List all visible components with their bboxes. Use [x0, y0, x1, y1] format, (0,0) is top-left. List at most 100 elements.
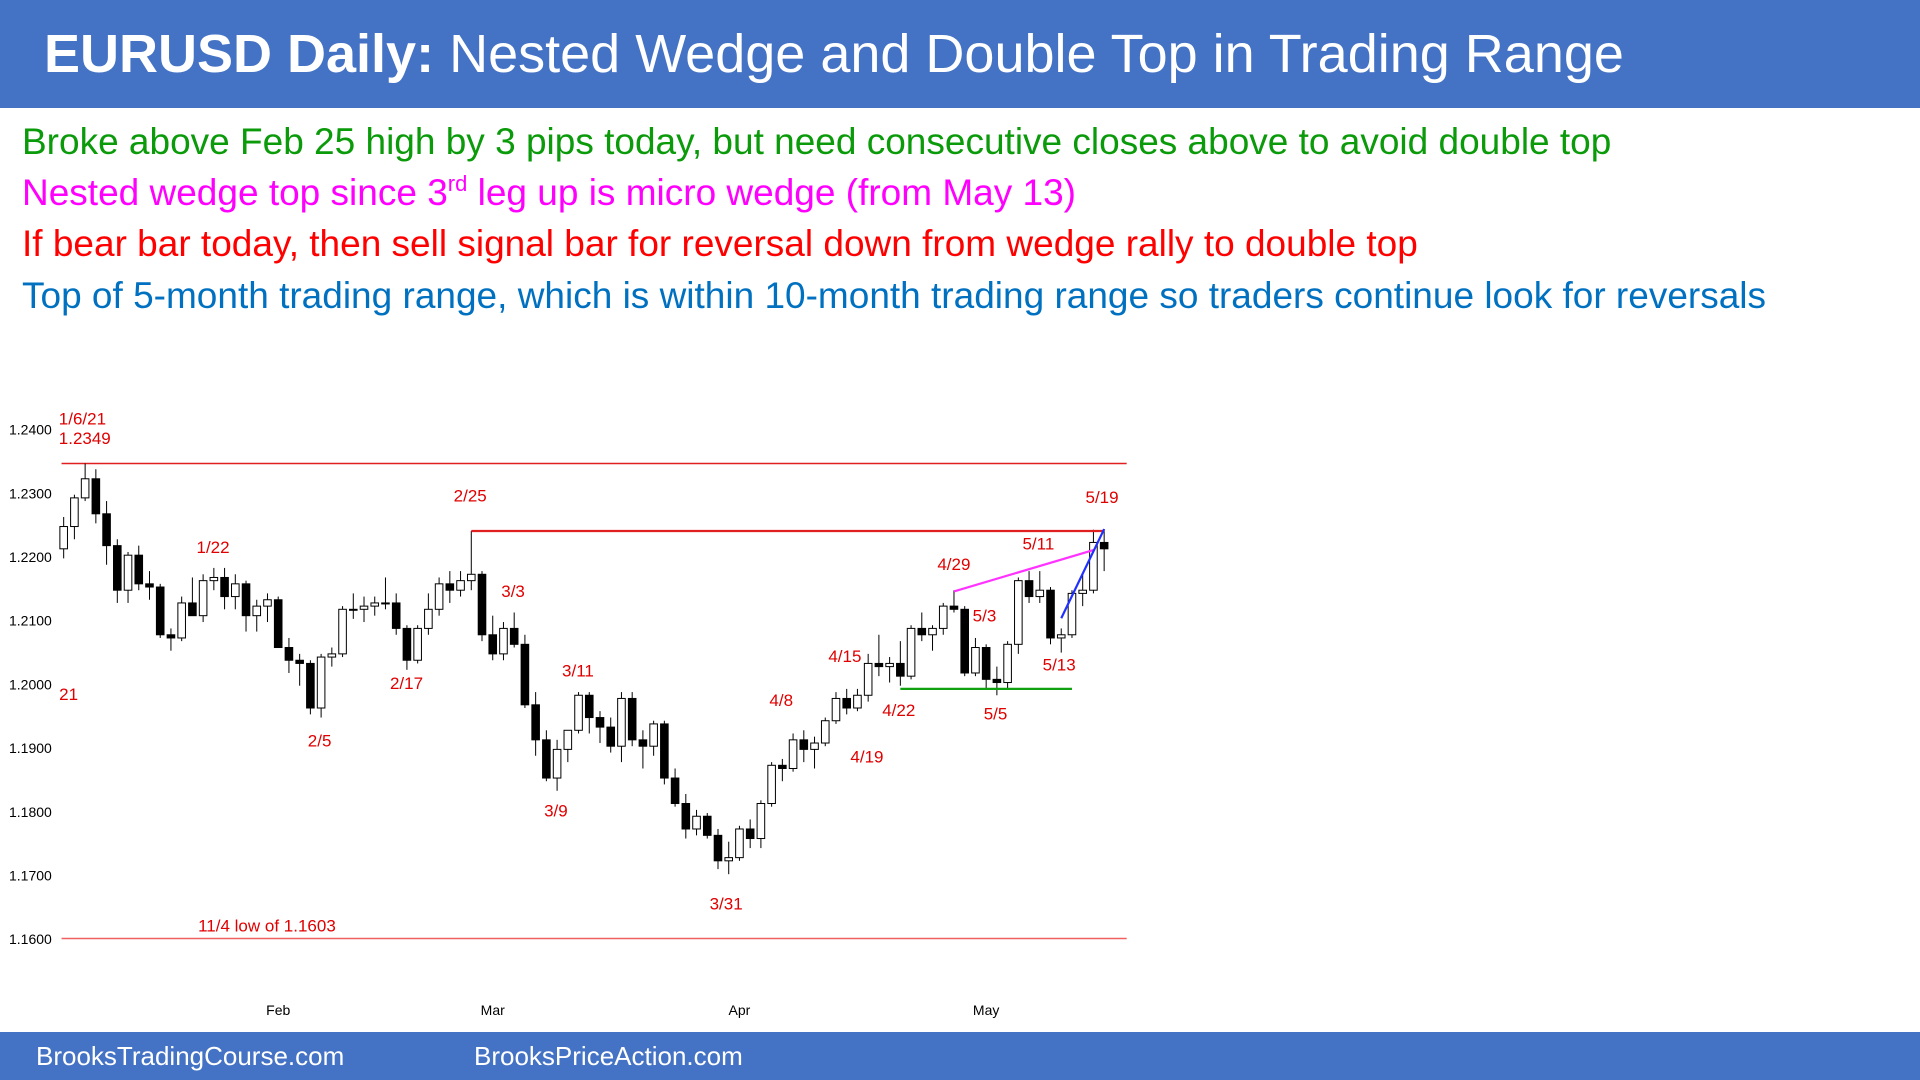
candle-body [338, 608, 347, 655]
candle-body [724, 857, 734, 862]
annotation: 4/19 [850, 747, 883, 766]
candle-body [466, 573, 476, 582]
candle-body [842, 697, 852, 709]
candle-body [198, 580, 208, 617]
annotation: 5/13 [1043, 656, 1076, 675]
candle-body [1056, 634, 1066, 639]
candle-body [145, 583, 154, 588]
x-tick-label: Mar [481, 1002, 505, 1018]
annotation: 1/22 [197, 538, 230, 557]
candle-body [166, 634, 176, 639]
annotation: 5/5 [984, 705, 1008, 724]
candle-body [713, 834, 723, 862]
footer-link: BrooksTradingCourse.com [36, 1041, 345, 1071]
candle-body [499, 627, 508, 655]
annotation: 3/31 [710, 894, 743, 913]
candle-body [896, 662, 905, 677]
note-part: Nested wedge top since 3 [22, 172, 448, 213]
annotation: 4/22 [882, 701, 915, 720]
candle-body [831, 697, 841, 722]
annotation: 4/8 [769, 691, 793, 710]
annotation: 5/11 [1022, 534, 1054, 553]
candle-body [123, 554, 133, 591]
x-tick-label: Feb [266, 1002, 290, 1018]
candle-body [1003, 643, 1012, 684]
y-tick-label: 1.1900 [9, 740, 52, 756]
candle-body [767, 764, 776, 805]
candle-body [735, 828, 744, 859]
candle-body [660, 723, 669, 779]
candle-body [745, 828, 755, 840]
candle-body [520, 643, 530, 706]
candle-body [220, 576, 229, 598]
trend-line [953, 549, 1094, 593]
candle-body [59, 526, 68, 550]
y-tick-label: 1.2300 [9, 485, 52, 501]
candle-body [1014, 580, 1023, 645]
candle-body [252, 605, 262, 617]
candle-body [134, 554, 144, 585]
note: If bear bar today, then sell signal bar … [22, 223, 1418, 264]
candle-body [778, 764, 787, 769]
annotation: 11/4 low of 1.1603 [198, 916, 336, 935]
candle-body [638, 739, 648, 747]
candle-body [263, 599, 272, 607]
y-tick-label: 1.1600 [9, 931, 52, 947]
note-part: leg up is micro wedge (from May 13) [467, 172, 1077, 213]
candle-body [917, 627, 927, 636]
candle-body [477, 573, 487, 636]
candle-body [381, 602, 390, 605]
candle-body [928, 627, 937, 636]
candle-body [424, 608, 433, 629]
y-tick-label: 1.1700 [9, 867, 52, 883]
chart: 1.2400 1.2300 1.2200 1.2100 1.2000 1.1900 1.18… [9, 409, 1127, 1018]
candle-body [284, 647, 294, 661]
candle-body [906, 627, 916, 677]
note: Broke above Feb 25 high by 3 pips today,… [22, 121, 1612, 162]
candle-body [102, 513, 111, 547]
candle-body [80, 478, 90, 499]
candle-body [241, 583, 251, 617]
candle-body [273, 599, 283, 649]
annotation: 2/17 [390, 674, 423, 693]
candle-body [70, 497, 79, 528]
candle-body [960, 608, 969, 674]
footer-link: BrooksPriceAction.com [474, 1041, 743, 1071]
title: Nested Wedge and Double Top in Trading R… [449, 24, 1624, 84]
candle-body [606, 726, 616, 747]
annotation: 4/15 [828, 647, 861, 666]
footer: BrooksTradingCourse.com BrooksPriceAction… [0, 1032, 1920, 1080]
candle-body [584, 694, 594, 719]
candle-body [391, 602, 401, 629]
title-bold: EURUSD Daily: [44, 24, 435, 84]
candle-body [874, 662, 884, 668]
candle-body [542, 739, 551, 779]
y-tick-label: 1.2000 [9, 676, 52, 692]
candle-body [971, 647, 980, 674]
candle-body [531, 704, 540, 741]
candle-body [681, 803, 691, 830]
candle-body [981, 647, 991, 680]
candle-body [188, 602, 197, 617]
annotation: 2/25 [454, 487, 487, 506]
candle-body [692, 815, 701, 830]
annotation: 5/3 [973, 607, 997, 626]
candle-body [1089, 541, 1098, 591]
x-tick-label: May [973, 1002, 999, 1018]
y-tick-label: 1.1800 [9, 804, 52, 820]
annotation: 4/29 [937, 555, 970, 574]
candle-body [316, 656, 326, 709]
x-tick-label: Apr [729, 1002, 751, 1018]
candle-body [938, 605, 948, 629]
candle-body [670, 777, 680, 805]
annotation: 1/6/21 [59, 409, 106, 428]
annotation: 3/9 [544, 801, 568, 820]
candle-body [1035, 589, 1045, 598]
candle-body [1099, 541, 1109, 550]
candle-body [853, 694, 862, 709]
annotation: 3/11 [562, 662, 594, 681]
candle-body [1046, 589, 1055, 639]
candle-body [488, 634, 498, 655]
candle-body [155, 586, 165, 636]
